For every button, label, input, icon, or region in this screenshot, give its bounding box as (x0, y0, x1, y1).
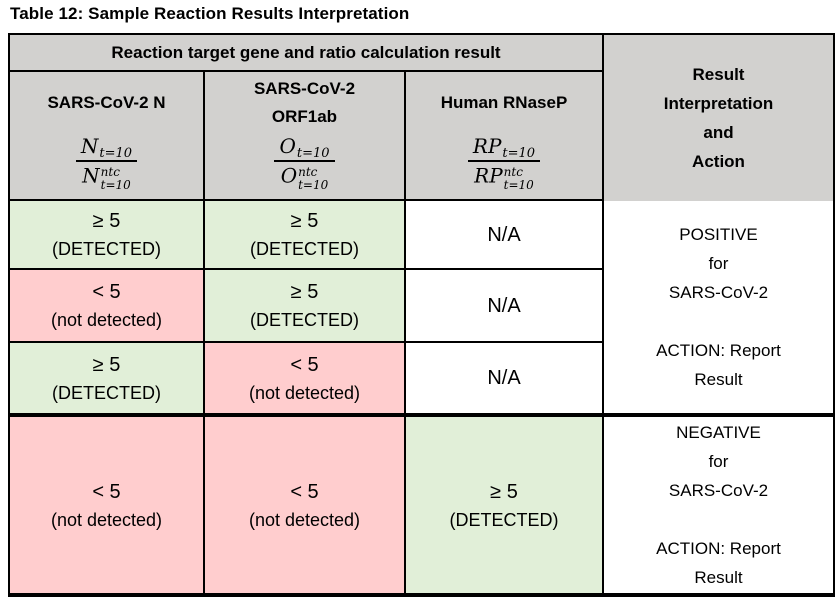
interp-header-line: Action (692, 152, 745, 171)
formula-numerator-base: RP (472, 133, 502, 158)
cell-value: ≥ 5 (490, 480, 518, 503)
interpretation-line: POSITIVE (679, 225, 758, 244)
formula-denominator-base: RP (474, 163, 503, 188)
result-cell-r2-n: < 5 (not detected) (10, 270, 205, 343)
cell-label: (not detected) (248, 382, 361, 403)
column-name-line: Human RNaseP (440, 93, 568, 112)
interpretation-line: for (708, 254, 729, 273)
results-table: Reaction target gene and ratio calculati… (8, 33, 835, 597)
result-cell-r4-rnasep: ≥ 5 (DETECTED) (406, 417, 604, 593)
cell-value: < 5 (92, 480, 121, 503)
interpretation-line: for (708, 452, 729, 471)
table-title: Table 12: Sample Reaction Results Interp… (10, 4, 410, 23)
interp-header-line: Result (692, 65, 745, 84)
cell-value: N/A (487, 294, 521, 317)
interpretation-line: SARS-CoV-2 (668, 283, 769, 302)
result-cell-r1-rnasep: N/A (406, 201, 604, 270)
cell-label: (DETECTED) (250, 239, 359, 259)
formula-numerator-subscript: t=10 (296, 146, 330, 162)
interpretation-line: ACTION: Report (656, 539, 781, 558)
cell-value: < 5 (290, 353, 319, 376)
interpretation-line: Result (694, 568, 743, 587)
cell-value: < 5 (92, 281, 121, 303)
column-name: SARS-CoV-2 ORF1ab (254, 72, 355, 134)
result-cell-r1-n: ≥ 5 (DETECTED) (10, 201, 205, 270)
cell-label: (DETECTED) (52, 239, 161, 259)
result-cell-r3-rnasep: N/A (406, 343, 604, 417)
cell-value: ≥ 5 (290, 281, 319, 303)
formula-denominator-superscript: ntc (503, 165, 523, 180)
formula-denominator-superscript: ntc (100, 165, 120, 180)
cell-value: ≥ 5 (290, 210, 319, 232)
cell-label: (DETECTED) (52, 382, 161, 403)
result-cell-r1-orf1ab: ≥ 5 (DETECTED) (205, 201, 406, 270)
interpretation-line: ACTION: Report (656, 341, 781, 360)
column-name: Human RNaseP (441, 72, 568, 134)
formula-denominator-subscript: t=10 (298, 178, 329, 193)
cell-value: N/A (487, 223, 521, 246)
result-cell-r3-n: ≥ 5 (DETECTED) (10, 343, 205, 417)
result-cell-r2-rnasep: N/A (406, 270, 604, 343)
interpretation-positive: POSITIVE for SARS-CoV-2 ACTION: Report R… (604, 201, 833, 417)
result-cell-r3-orf1ab: < 5 (not detected) (205, 343, 406, 417)
formula-numerator-base: O (279, 133, 296, 158)
header-reaction-target-label: Reaction target gene and ratio calculati… (111, 42, 501, 62)
cell-label: (not detected) (50, 509, 163, 530)
header-result-interpretation: Result Interpretation and Action (604, 35, 833, 201)
cell-label: (not detected) (50, 310, 163, 330)
result-cell-r4-n: < 5 (not detected) (10, 417, 205, 593)
header-reaction-target: Reaction target gene and ratio calculati… (10, 35, 604, 72)
cell-label: (DETECTED) (250, 310, 359, 330)
ratio-formula-rnasep: RPt=10 RP ntc t=10 (467, 133, 541, 199)
formula-denominator-base: O (280, 163, 298, 188)
result-cell-r2-orf1ab: ≥ 5 (DETECTED) (205, 270, 406, 343)
column-name-line: ORF1ab (271, 107, 338, 126)
cell-value: < 5 (290, 480, 319, 503)
formula-denominator-superscript: ntc (298, 165, 318, 180)
cell-value: N/A (487, 367, 521, 389)
interp-header-line: Interpretation (663, 94, 774, 113)
formula-denominator-subscript: t=10 (503, 178, 534, 193)
interp-header-line: and (703, 123, 734, 142)
formula-numerator-subscript: t=10 (502, 146, 536, 162)
cell-label: (DETECTED) (449, 509, 559, 530)
result-cell-r4-orf1ab: < 5 (not detected) (205, 417, 406, 593)
column-name: SARS-CoV-2 N (47, 72, 165, 134)
interpretation-line: SARS-CoV-2 (668, 481, 769, 500)
formula-denominator-base: N (82, 163, 100, 188)
column-name-line: SARS-CoV-2 (253, 79, 356, 98)
cell-value: ≥ 5 (92, 353, 121, 376)
formula-numerator-subscript: t=10 (99, 146, 133, 162)
cell-value: ≥ 5 (92, 210, 121, 232)
column-name-line: SARS-CoV-2 N (47, 93, 166, 112)
interpretation-line: NEGATIVE (676, 423, 761, 442)
cell-label: (not detected) (248, 509, 361, 530)
formula-numerator-base: N (80, 133, 99, 158)
formula-denominator-subscript: t=10 (100, 178, 131, 193)
interpretation-line: Result (694, 370, 743, 389)
interpretation-negative: NEGATIVE for SARS-CoV-2 ACTION: Report R… (604, 417, 833, 593)
column-header-human-rnasep: Human RNaseP RPt=10 RP ntc t=10 (406, 72, 604, 201)
